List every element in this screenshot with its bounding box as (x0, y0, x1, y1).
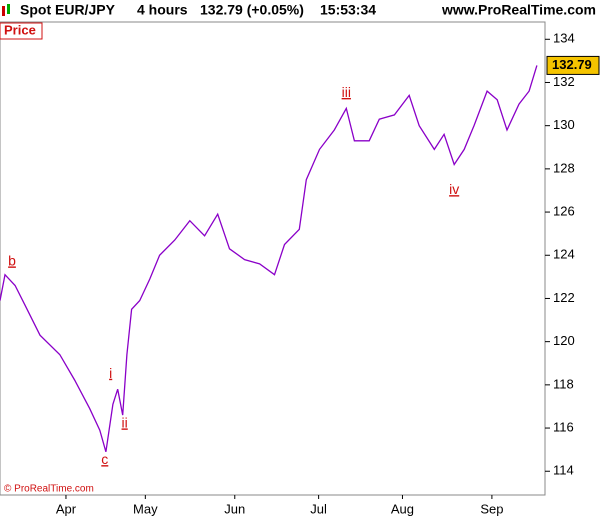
y-tick-label: 118 (553, 376, 574, 391)
copyright: © ProRealTime.com (4, 484, 94, 495)
wave-label: c (101, 451, 108, 467)
site: www.ProRealTime.com (441, 2, 596, 18)
y-tick-label: 130 (553, 117, 575, 132)
panel-label-box (0, 22, 43, 40)
last-price-box (546, 55, 600, 75)
x-tick-label: Apr (56, 501, 77, 516)
x-tick-label: May (133, 501, 158, 516)
quote: 132.79 (+0.05%) (200, 2, 304, 18)
y-tick-label: 120 (553, 333, 575, 348)
x-tick-label: Jul (310, 501, 327, 516)
x-tick-label: Sep (480, 501, 503, 516)
x-tick-label: Jun (224, 501, 245, 516)
last-price-label: 132.79 (552, 57, 592, 72)
y-tick-label: 116 (553, 419, 574, 434)
symbol: Spot EUR/JPY (20, 2, 116, 18)
y-tick-label: 128 (553, 160, 575, 175)
wave-label: ii (122, 414, 128, 430)
time: 15:53:34 (320, 2, 376, 18)
y-tick-label: 122 (553, 290, 575, 305)
plot-area (0, 21, 546, 496)
wave-label: b (8, 252, 16, 268)
logo-icon (2, 4, 10, 16)
y-tick-label: 126 (553, 204, 575, 219)
panel-label: Price (4, 22, 36, 37)
x-tick-label: Aug (391, 501, 414, 516)
wave-label: i (109, 365, 112, 381)
y-tick-label: 132 (553, 74, 575, 89)
y-tick-label: 114 (553, 463, 574, 478)
price-line (0, 65, 538, 452)
y-tick-label: 134 (553, 31, 575, 46)
wave-label: iv (449, 181, 459, 197)
period: 4 hours (137, 2, 188, 18)
wave-label: iii (342, 84, 351, 100)
y-tick-label: 124 (553, 247, 575, 262)
